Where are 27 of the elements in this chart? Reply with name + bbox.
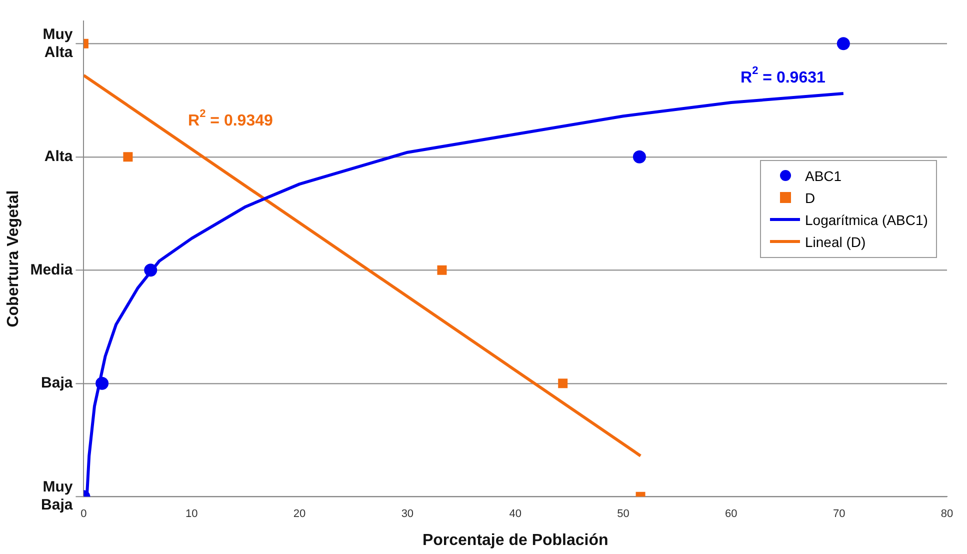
point (96, 376, 109, 390)
x-tick-label: 60 (725, 508, 738, 520)
x-tick-label: 40 (509, 508, 522, 520)
point (437, 265, 447, 275)
x-tick-label: 70 (832, 508, 846, 520)
x-tick-label: 80 (940, 508, 954, 520)
legend-label: D (805, 190, 816, 206)
point (558, 378, 568, 388)
text: Muy Baja (41, 478, 74, 514)
y-axis-title: Cobertura Vegetal (5, 190, 22, 328)
x-tick-label: 50 (617, 508, 630, 520)
x-tick-label: 10 (185, 508, 198, 520)
x-axis-title: Porcentaje de Población (422, 532, 608, 549)
x-tick-label: 30 (401, 508, 414, 520)
text: Baja (41, 374, 74, 392)
text: Muy Alta (42, 26, 74, 61)
legend-label: Logarítmica (ABC1) (805, 212, 928, 228)
point (144, 264, 158, 277)
legend-label: Lineal (D) (805, 234, 866, 250)
point (632, 150, 646, 164)
x-tick-label: 0 (80, 508, 87, 520)
text: Media (30, 261, 74, 278)
text: Alta (44, 148, 74, 166)
x-tick-label: 20 (293, 508, 306, 520)
legend-label: ABC1 (805, 168, 842, 184)
point (123, 152, 133, 162)
point (836, 37, 850, 50)
